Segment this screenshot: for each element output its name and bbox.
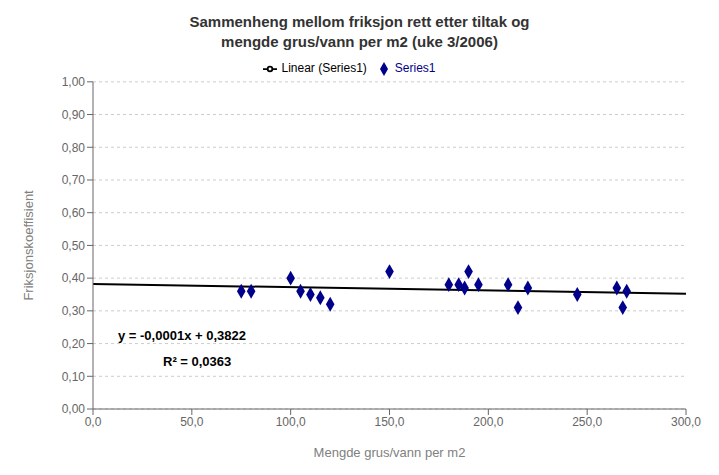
html-text:y = -0,0001x + 0,3822: y = -0,0001x + 0,3822 xyxy=(118,328,246,343)
svg-text:200,0: 200,0 xyxy=(473,415,503,429)
html-text:Series1: Series1 xyxy=(394,61,436,75)
html-text:R² = 0,0363: R² = 0,0363 xyxy=(163,354,232,369)
svg-text:0,20: 0,20 xyxy=(62,337,86,351)
svg-text:Mengde grus/vann per m2: Mengde grus/vann per m2 xyxy=(314,445,466,460)
svg-text:300,0: 300,0 xyxy=(671,415,701,429)
svg-text:50,0: 50,0 xyxy=(180,415,204,429)
svg-text:1,00: 1,00 xyxy=(62,75,86,89)
html-text:Sammenheng mellom friksjon ret: Sammenheng mellom friksjon rett etter ti… xyxy=(189,13,530,50)
svg-text:0,90: 0,90 xyxy=(62,108,86,122)
svg-text:0,0: 0,0 xyxy=(85,415,102,429)
svg-text:Friksjonskoeffisient: Friksjonskoeffisient xyxy=(21,190,36,301)
svg-text:0,50: 0,50 xyxy=(62,239,86,253)
svg-text:0,00: 0,00 xyxy=(62,402,86,416)
svg-text:0,80: 0,80 xyxy=(62,141,86,155)
svg-text:150,0: 150,0 xyxy=(374,415,404,429)
svg-text:100,0: 100,0 xyxy=(276,415,306,429)
html-text:Linear (Series1): Linear (Series1) xyxy=(281,61,367,75)
svg-text:0,70: 0,70 xyxy=(62,173,86,187)
svg-text:0,10: 0,10 xyxy=(62,370,86,384)
svg-text:0,40: 0,40 xyxy=(62,271,86,285)
svg-text:0,30: 0,30 xyxy=(62,304,86,318)
svg-text:0,60: 0,60 xyxy=(62,206,86,220)
svg-text:250,0: 250,0 xyxy=(572,415,602,429)
